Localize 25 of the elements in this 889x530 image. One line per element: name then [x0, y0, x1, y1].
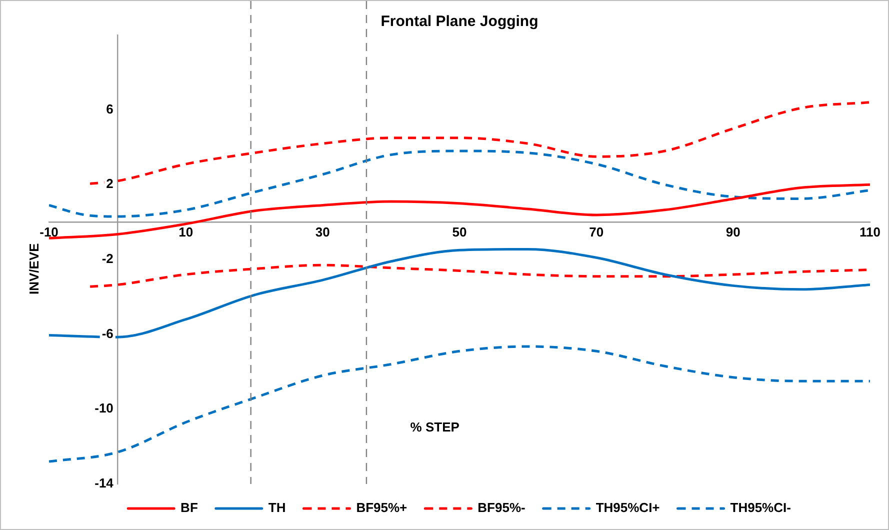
line-series	[49, 248, 870, 338]
legend-label: BF95%-	[478, 500, 526, 516]
y-tick-label: -2	[102, 251, 114, 266]
x-axis-title: % STEP	[410, 419, 460, 434]
x-tick-label: 110	[860, 224, 880, 240]
y-tick-label: -6	[102, 326, 114, 341]
x-tick-label: 50	[452, 224, 467, 240]
legend-label: BF95%+	[356, 500, 408, 516]
x-tick-label: 30	[315, 224, 330, 240]
legend-label: TH95%CI+	[596, 500, 660, 516]
y-tick-label: 2	[106, 176, 114, 192]
legend-label: TH	[268, 500, 286, 516]
x-tick-label: 90	[726, 224, 740, 240]
legend-label: BF	[180, 500, 198, 516]
chart-title: Frontal Plane Jogging	[380, 13, 538, 30]
x-tick-label: -10	[40, 224, 58, 240]
legend-label: TH95%CI-	[730, 500, 791, 516]
line-series	[49, 150, 870, 218]
y-axis-title: INV/EVE	[26, 242, 42, 295]
x-tick-label: 10	[178, 224, 194, 240]
y-tick-label: -10	[94, 400, 114, 416]
x-tick-label: 70	[589, 224, 604, 240]
y-tick-label: 6	[106, 101, 114, 116]
line-series	[49, 345, 870, 463]
y-tick-label: -14	[94, 476, 114, 491]
